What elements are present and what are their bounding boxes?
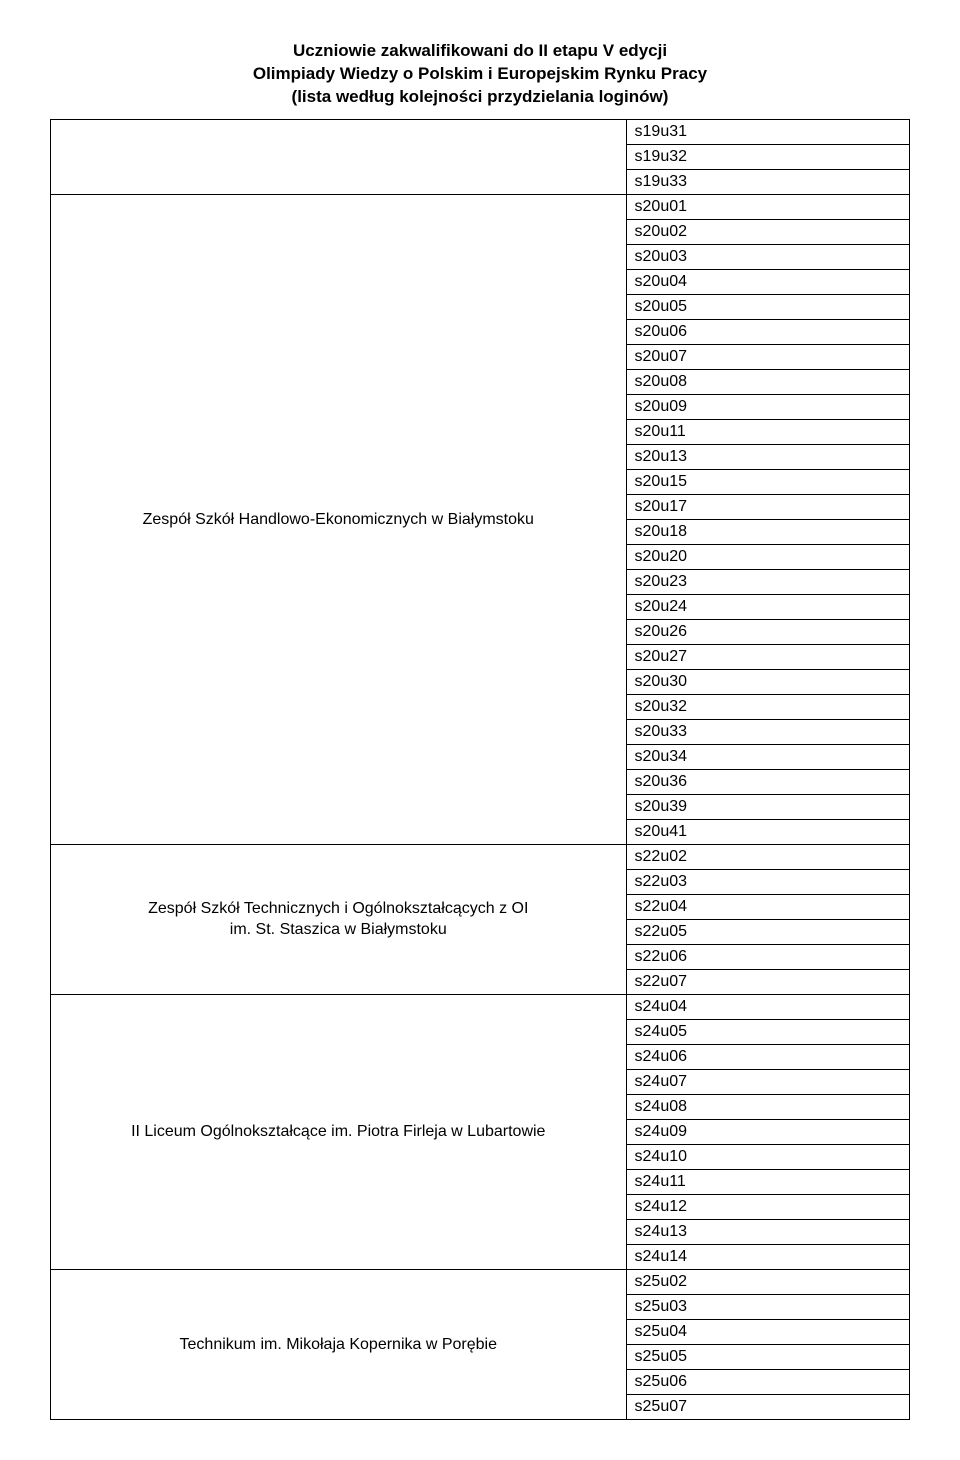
login-code-cell: s20u09 <box>626 394 909 419</box>
school-name-line: Zespół Szkół Handlowo-Ekonomicznych w Bi… <box>143 511 534 528</box>
school-cell: II Liceum Ogólnokształcące im. Piotra Fi… <box>51 994 627 1269</box>
login-code-cell: s25u06 <box>626 1369 909 1394</box>
header-line-1: Uczniowie zakwalifikowani do II etapu V … <box>50 40 910 63</box>
login-code-cell: s25u07 <box>626 1394 909 1419</box>
login-code-cell: s20u05 <box>626 294 909 319</box>
login-code-cell: s20u27 <box>626 644 909 669</box>
login-code-cell: s20u32 <box>626 694 909 719</box>
login-code-cell: s20u03 <box>626 244 909 269</box>
login-code-cell: s24u13 <box>626 1219 909 1244</box>
login-code-cell: s20u26 <box>626 619 909 644</box>
login-code-cell: s22u07 <box>626 969 909 994</box>
login-code-cell: s24u12 <box>626 1194 909 1219</box>
login-code-cell: s20u33 <box>626 719 909 744</box>
login-code-cell: s24u05 <box>626 1019 909 1044</box>
table-row: Zespół Szkół Handlowo-Ekonomicznych w Bi… <box>51 194 910 219</box>
qualification-table: s19u31s19u32s19u33Zespół Szkół Handlowo-… <box>50 119 910 1420</box>
header-line-2: Olimpiady Wiedzy o Polskim i Europejskim… <box>50 63 910 86</box>
school-name-line: Technikum im. Mikołaja Kopernika w Poręb… <box>180 1336 497 1353</box>
login-code-cell: s24u09 <box>626 1119 909 1144</box>
login-code-cell: s24u06 <box>626 1044 909 1069</box>
login-code-cell: s20u20 <box>626 544 909 569</box>
login-code-cell: s25u02 <box>626 1269 909 1294</box>
login-code-cell: s24u14 <box>626 1244 909 1269</box>
login-code-cell: s20u06 <box>626 319 909 344</box>
table-row: Technikum im. Mikołaja Kopernika w Poręb… <box>51 1269 910 1294</box>
school-name-line: im. St. Staszica w Białymstoku <box>230 921 447 938</box>
login-code-cell: s20u13 <box>626 444 909 469</box>
login-code-cell: s20u41 <box>626 819 909 844</box>
table-row: s19u31 <box>51 119 910 144</box>
login-code-cell: s19u33 <box>626 169 909 194</box>
login-code-cell: s20u24 <box>626 594 909 619</box>
login-code-cell: s24u07 <box>626 1069 909 1094</box>
login-code-cell: s25u04 <box>626 1319 909 1344</box>
login-code-cell: s24u11 <box>626 1169 909 1194</box>
login-code-cell: s22u06 <box>626 944 909 969</box>
page-header: Uczniowie zakwalifikowani do II etapu V … <box>50 40 910 109</box>
login-code-cell: s24u10 <box>626 1144 909 1169</box>
login-code-cell: s20u30 <box>626 669 909 694</box>
login-code-cell: s20u02 <box>626 219 909 244</box>
login-code-cell: s24u08 <box>626 1094 909 1119</box>
login-code-cell: s20u01 <box>626 194 909 219</box>
login-code-cell: s19u31 <box>626 119 909 144</box>
table-row: II Liceum Ogólnokształcące im. Piotra Fi… <box>51 994 910 1019</box>
login-code-cell: s20u34 <box>626 744 909 769</box>
school-cell: Zespół Szkół Handlowo-Ekonomicznych w Bi… <box>51 194 627 844</box>
login-code-cell: s22u04 <box>626 894 909 919</box>
login-code-cell: s20u15 <box>626 469 909 494</box>
login-code-cell: s20u17 <box>626 494 909 519</box>
login-code-cell: s19u32 <box>626 144 909 169</box>
school-cell: Technikum im. Mikołaja Kopernika w Poręb… <box>51 1269 627 1419</box>
login-code-cell: s22u03 <box>626 869 909 894</box>
login-code-cell: s25u05 <box>626 1344 909 1369</box>
login-code-cell: s20u23 <box>626 569 909 594</box>
login-code-cell: s20u36 <box>626 769 909 794</box>
login-code-cell: s20u07 <box>626 344 909 369</box>
header-line-3: (lista według kolejności przydzielania l… <box>50 86 910 109</box>
login-code-cell: s22u05 <box>626 919 909 944</box>
login-code-cell: s24u04 <box>626 994 909 1019</box>
table-row: Zespół Szkół Technicznych i Ogólnokształ… <box>51 844 910 869</box>
school-name-line: Zespół Szkół Technicznych i Ogólnokształ… <box>148 900 528 917</box>
login-code-cell: s20u18 <box>626 519 909 544</box>
login-code-cell: s20u39 <box>626 794 909 819</box>
login-code-cell: s20u04 <box>626 269 909 294</box>
school-cell: Zespół Szkół Technicznych i Ogólnokształ… <box>51 844 627 994</box>
login-code-cell: s25u03 <box>626 1294 909 1319</box>
school-cell <box>51 119 627 194</box>
school-name-line: II Liceum Ogólnokształcące im. Piotra Fi… <box>131 1123 545 1140</box>
login-code-cell: s20u08 <box>626 369 909 394</box>
login-code-cell: s20u11 <box>626 419 909 444</box>
login-code-cell: s22u02 <box>626 844 909 869</box>
